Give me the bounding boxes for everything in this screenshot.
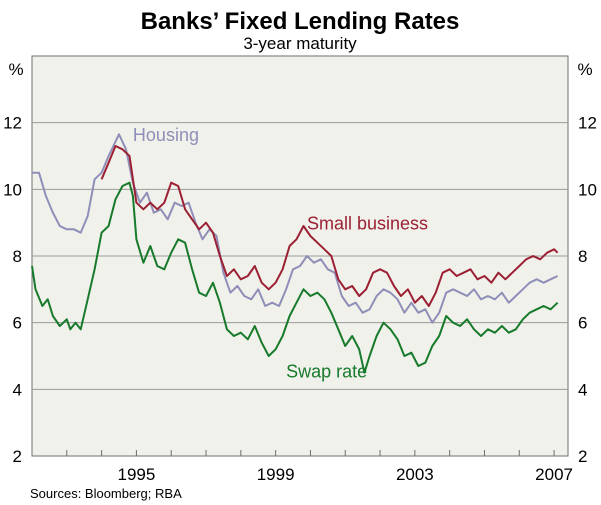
- y-tick-left-12: 12: [3, 114, 22, 133]
- y-tick-right-6: 6: [578, 314, 587, 333]
- y-unit-right: %: [577, 60, 592, 79]
- series-line-small-business: [100, 145, 559, 307]
- x-tick-label-2003: 2003: [396, 465, 434, 484]
- series-label-housing: Housing: [133, 125, 199, 145]
- series-label-small-business: Small business: [307, 213, 428, 233]
- chart-title: Banks’ Fixed Lending Rates: [141, 8, 460, 35]
- chart-subtitle: 3-year maturity: [243, 34, 357, 53]
- series-line-housing: [32, 133, 559, 324]
- y-tick-right-12: 12: [578, 114, 597, 133]
- y-tick-right-4: 4: [578, 380, 587, 399]
- source-note: Sources: Bloomberg; RBA: [30, 486, 182, 501]
- y-tick-right-8: 8: [578, 247, 587, 266]
- x-tick-labels: 1995 1999 2003 2007: [118, 465, 573, 484]
- y-unit-left: %: [8, 60, 23, 79]
- x-tick-marks: [31, 450, 555, 456]
- series-labels: Housing Small business Swap rate: [133, 125, 428, 382]
- series-line-swap-rate: [31, 181, 559, 374]
- series-lines: [31, 133, 559, 374]
- y-tick-left-10: 10: [3, 180, 22, 199]
- y-tick-labels: 2 2 4 4 6 6 8 8 10 10 12 12: [3, 114, 597, 466]
- y-tick-left-2: 2: [13, 447, 22, 466]
- gridlines: [32, 122, 568, 390]
- y-tick-right-10: 10: [578, 180, 597, 199]
- x-tick-label-2007: 2007: [535, 465, 573, 484]
- y-tick-right-2: 2: [578, 447, 587, 466]
- x-tick-label-1999: 1999: [257, 465, 295, 484]
- y-tick-left-8: 8: [13, 247, 22, 266]
- series-label-swap-rate: Swap rate: [286, 362, 367, 382]
- y-tick-left-6: 6: [13, 314, 22, 333]
- y-tick-left-4: 4: [13, 380, 22, 399]
- x-tick-label-1995: 1995: [118, 465, 156, 484]
